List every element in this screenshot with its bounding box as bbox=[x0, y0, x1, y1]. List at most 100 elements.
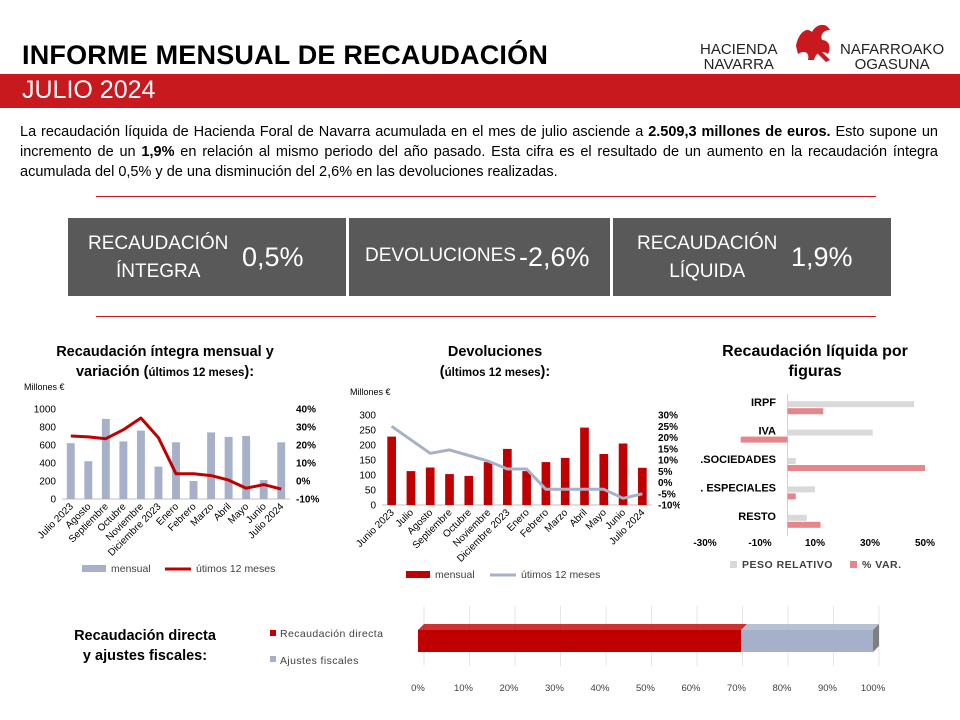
y-tick-label: 200 bbox=[39, 477, 56, 488]
logo-line: NAVARRA bbox=[703, 56, 774, 73]
legend-label: Ajustes fiscales bbox=[280, 655, 359, 667]
bar bbox=[406, 471, 416, 505]
x-tick-label: Mayo bbox=[584, 507, 609, 532]
x-tick-label: 50% bbox=[636, 683, 656, 694]
y2-tick-label: 25% bbox=[658, 422, 678, 433]
title-band bbox=[0, 74, 960, 108]
bar bbox=[503, 448, 512, 505]
chart-title-line: Recaudación líquida por bbox=[722, 343, 908, 360]
logo-line: OGASUNA bbox=[854, 56, 930, 73]
category-label: IVA bbox=[758, 426, 776, 438]
x-tick-label: 60% bbox=[681, 683, 701, 694]
x-tick-label: 30% bbox=[545, 683, 565, 694]
summary-text: Esto supone un incremento de un bbox=[20, 124, 938, 160]
bar bbox=[787, 429, 873, 436]
bar bbox=[119, 441, 128, 499]
y-tick-label: 200 bbox=[359, 441, 376, 452]
kpi-value: -2,6% bbox=[519, 242, 590, 272]
logo-line: HACIENDA bbox=[700, 41, 778, 58]
kpi-box-liquida: RECAUDACIÓN LÍQUIDA 1,9% bbox=[613, 218, 891, 296]
bar bbox=[740, 436, 788, 443]
chart-title-line: y ajustes fiscales: bbox=[82, 648, 208, 664]
y2-tick-label: 10% bbox=[296, 459, 316, 470]
y2-tick-label: 40% bbox=[296, 405, 316, 416]
chart-directa-ajustes: 0% 10% 20% 30% 40% 50% 60% 70% 80% 90% 100% Recauda… bbox=[270, 606, 886, 694]
kpi-label-line: LÍQUIDA bbox=[669, 261, 746, 282]
y2-tick-label: 10% bbox=[658, 456, 678, 467]
chart-title-part: últimos 12 meses bbox=[444, 367, 541, 379]
category-label: IRPF bbox=[751, 397, 776, 409]
y2-tick-label: -10% bbox=[296, 495, 319, 506]
chart-title-part: ): bbox=[540, 364, 551, 380]
bar bbox=[787, 514, 807, 521]
legend-label: PESO RELATIVO bbox=[742, 559, 833, 571]
bar bbox=[560, 457, 570, 505]
bar bbox=[541, 462, 551, 505]
y-tick-label: 600 bbox=[39, 441, 56, 452]
legend-swatch bbox=[850, 561, 857, 568]
legend-label: mensual bbox=[435, 569, 475, 581]
bar bbox=[638, 467, 647, 505]
y2-tick-label: 20% bbox=[296, 441, 316, 452]
y2-tick-label: 30% bbox=[296, 423, 316, 434]
x-tick-label: 50% bbox=[915, 538, 935, 549]
bar-side bbox=[873, 624, 879, 652]
bar bbox=[277, 442, 286, 499]
kpi-label: DEVOLUCIONES bbox=[365, 242, 516, 270]
chart1-title: Recaudación íntegra mensual y variación … bbox=[20, 342, 310, 383]
y-tick-label: 150 bbox=[359, 456, 376, 467]
legend-label: útimos 12 meses bbox=[521, 569, 600, 581]
bar bbox=[101, 418, 110, 499]
y-tick-label: 800 bbox=[39, 423, 56, 434]
bar bbox=[522, 471, 531, 505]
x-tick-label: Junio 2023 bbox=[354, 507, 397, 550]
bar bbox=[787, 493, 796, 500]
kpi-value: 1,9% bbox=[791, 242, 853, 272]
y-tick-label: 400 bbox=[39, 459, 56, 470]
bar bbox=[464, 475, 474, 505]
legend-label: mensual bbox=[111, 563, 151, 575]
y-tick-label: 50 bbox=[365, 486, 377, 497]
category-label: . ESPECIALES bbox=[700, 482, 776, 494]
chart-title-part: ): bbox=[244, 364, 255, 380]
chart-title-part: últimos 12 meses bbox=[148, 367, 245, 379]
legend-label: útimos 12 meses bbox=[196, 563, 275, 575]
divider bbox=[96, 316, 876, 317]
chart-liquida-por-figuras: IRPF IVA .SOCIEDADES . ESPECIALES RESTO -30% -… bbox=[693, 394, 935, 571]
x-tick-label: -30% bbox=[693, 538, 716, 549]
bar bbox=[189, 481, 198, 499]
summary-text: La recaudación líquida de Hacienda Foral… bbox=[20, 124, 649, 140]
chart-title-line: Recaudación directa bbox=[74, 628, 216, 644]
legend-label: % VAR. bbox=[862, 559, 902, 571]
bar bbox=[787, 465, 925, 471]
bar bbox=[787, 486, 815, 493]
chart-title-line: figuras bbox=[788, 363, 842, 380]
bar bbox=[207, 432, 216, 499]
chart-devoluciones: Millones €050100150200250300-10%-5%0%5%1… bbox=[350, 387, 680, 581]
bar bbox=[418, 630, 742, 652]
y2-tick-label: 5% bbox=[658, 467, 673, 478]
kpi-box-devoluciones: DEVOLUCIONES -2,6% bbox=[349, 218, 610, 296]
series-line bbox=[70, 416, 282, 491]
logo-text-right: NAFARROAKO OGASUNA bbox=[840, 42, 944, 72]
bar bbox=[154, 466, 163, 499]
summary-paragraph: La recaudación líquida de Hacienda Foral… bbox=[20, 122, 938, 182]
x-tick-label: 40% bbox=[590, 683, 610, 694]
chart4-title: Recaudación directa y ajustes fiscales: bbox=[40, 626, 250, 666]
bar bbox=[84, 461, 93, 499]
page-subtitle: JULIO 2024 bbox=[22, 76, 156, 104]
divider bbox=[96, 196, 876, 197]
y-tick-label: 250 bbox=[359, 426, 376, 437]
chart3-title: Recaudación líquida por figuras bbox=[690, 342, 940, 382]
y2-tick-label: 20% bbox=[658, 433, 678, 444]
logo-line: NAFARROAKO bbox=[840, 41, 945, 58]
legend-label: Recaudación directa bbox=[280, 628, 383, 640]
bar bbox=[224, 436, 233, 499]
axis-label: Millones € bbox=[350, 387, 391, 397]
x-tick-label: 20% bbox=[499, 683, 519, 694]
x-tick-label: 10% bbox=[454, 683, 474, 694]
kpi-label-line: ÍNTEGRA bbox=[115, 261, 201, 282]
page-title: INFORME MENSUAL DE RECAUDACIÓN bbox=[22, 40, 549, 70]
bar bbox=[136, 430, 145, 499]
x-tick-label: 10% bbox=[805, 538, 825, 549]
